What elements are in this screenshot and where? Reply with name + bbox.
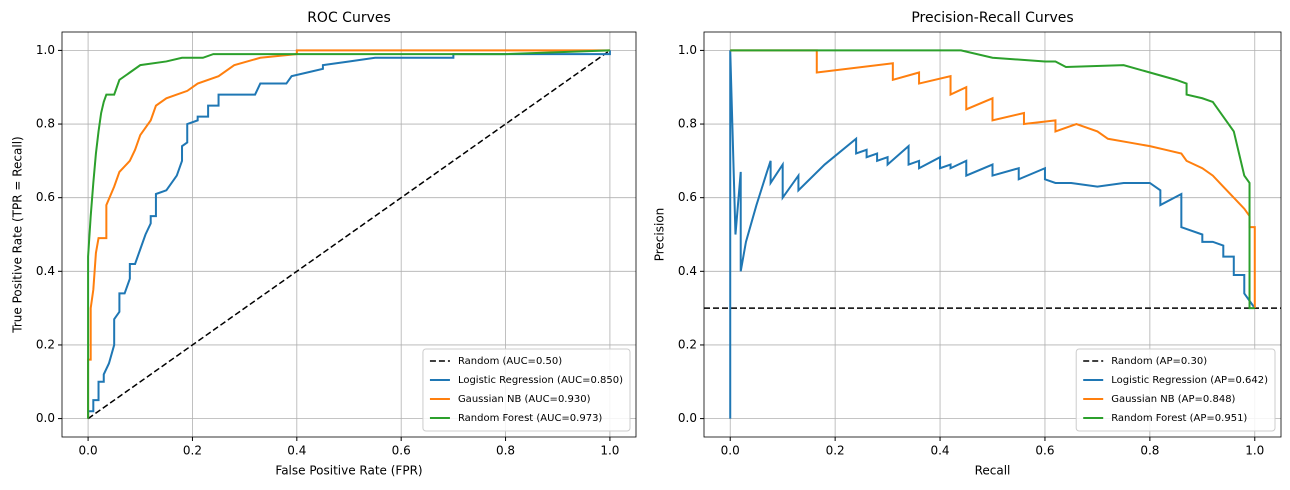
series-line bbox=[87, 49, 610, 419]
series-line bbox=[730, 49, 1256, 309]
series-line bbox=[87, 49, 610, 419]
subplot: ROC Curves 0.0 0.2 0.4 0.6 0.8 1.0 0.0 0.2 0.4 0.6… bbox=[11, 10, 637, 478]
legend-label: Logistic Regression (AP=0.642) bbox=[1111, 375, 1268, 386]
legend-label: Random Forest (AP=0.951) bbox=[1111, 413, 1247, 424]
plot-frame bbox=[703, 31, 1282, 438]
series-line bbox=[730, 49, 1255, 310]
series-line bbox=[87, 50, 611, 419]
y-axis-label: Precision bbox=[653, 208, 667, 262]
chart-title: Precision-Recall Curves bbox=[911, 10, 1073, 26]
x-tick-label: 0.2 bbox=[183, 444, 202, 458]
legend-box bbox=[1075, 348, 1276, 432]
legend: Random (AUC=0.50) Logistic Regression (AU… bbox=[422, 348, 631, 432]
y-tick-label: 0.2 bbox=[678, 337, 697, 351]
x-tick-label: 0.6 bbox=[1035, 444, 1054, 458]
legend-label: Logistic Regression (AUC=0.850) bbox=[458, 375, 623, 386]
x-axis-label: Recall bbox=[975, 464, 1011, 478]
y-tick-label: 1.0 bbox=[36, 43, 55, 57]
legend: Random (AP=0.30) Logistic Regression (AP=… bbox=[1075, 348, 1276, 432]
y-tick-label: 0.8 bbox=[36, 117, 55, 131]
y-axis-label: True Positive Rate (TPR = Recall) bbox=[11, 136, 25, 333]
y-tick-label: 0.2 bbox=[36, 337, 55, 351]
legend-label: Gaussian NB (AUC=0.930) bbox=[458, 394, 591, 405]
series-line bbox=[87, 49, 611, 420]
x-tick-label: 1.0 bbox=[1245, 444, 1264, 458]
x-tick-label: 0.2 bbox=[826, 444, 845, 458]
x-tick-label: 1.0 bbox=[600, 444, 619, 458]
y-tick-label: 0.4 bbox=[36, 264, 55, 278]
x-tick-label: 0.4 bbox=[287, 444, 306, 458]
y-tick-label: 0.4 bbox=[678, 264, 697, 278]
y-tick-label: 0.6 bbox=[36, 190, 55, 204]
legend-label: Random (AP=0.30) bbox=[1111, 356, 1207, 367]
x-axis-label: False Positive Rate (FPR) bbox=[275, 464, 422, 478]
legend-label: Gaussian NB (AP=0.848) bbox=[1111, 394, 1235, 405]
y-tick-label: 1.0 bbox=[678, 43, 697, 57]
x-tick-label: 0.0 bbox=[79, 444, 98, 458]
x-tick-label: 0.8 bbox=[496, 444, 515, 458]
y-tick-label: 0.6 bbox=[678, 190, 697, 204]
x-tick-label: 0.8 bbox=[1140, 444, 1159, 458]
subplot: Precision-Recall Curves 0.0 0.2 0.4 0.6 0.8 1.… bbox=[653, 10, 1282, 478]
plot-frame bbox=[61, 31, 637, 438]
y-tick-label: 0.0 bbox=[678, 411, 697, 425]
y-tick-label: 0.8 bbox=[678, 117, 697, 131]
chart-title: ROC Curves bbox=[307, 10, 391, 26]
legend-box bbox=[422, 348, 631, 432]
x-tick-label: 0.0 bbox=[721, 444, 740, 458]
series-line bbox=[729, 50, 1256, 419]
legend-label: Random (AUC=0.50) bbox=[458, 356, 562, 367]
legend-label: Random Forest (AUC=0.973) bbox=[458, 413, 602, 424]
x-tick-label: 0.4 bbox=[930, 444, 949, 458]
x-tick-label: 0.6 bbox=[392, 444, 411, 458]
y-tick-label: 0.0 bbox=[36, 411, 55, 425]
